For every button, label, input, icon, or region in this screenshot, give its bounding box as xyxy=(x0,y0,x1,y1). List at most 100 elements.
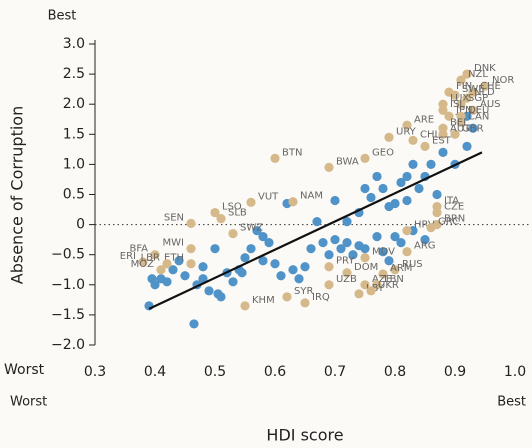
point xyxy=(390,265,400,275)
y-tick-label: −1.5 xyxy=(51,307,85,323)
y-tick-label: −0.5 xyxy=(51,247,85,263)
point xyxy=(300,262,310,272)
point xyxy=(468,87,478,97)
point-label: BEL xyxy=(450,117,469,128)
point-label: JPN xyxy=(455,105,472,116)
point xyxy=(402,247,412,257)
point xyxy=(366,192,376,203)
y-tick-label: −2.0 xyxy=(51,337,85,353)
x-tick-label: 0.9 xyxy=(444,364,466,380)
point xyxy=(378,183,388,194)
point xyxy=(402,171,412,182)
point-label: SWE xyxy=(462,84,485,95)
point xyxy=(312,216,322,227)
point xyxy=(354,289,364,299)
point xyxy=(360,280,370,290)
point xyxy=(240,301,250,311)
point xyxy=(246,244,256,254)
point xyxy=(324,162,334,173)
point-label: ARM xyxy=(390,263,412,274)
point xyxy=(138,257,148,267)
point xyxy=(198,262,208,272)
point xyxy=(360,183,370,194)
y-tick-label: 2.0 xyxy=(63,96,85,112)
point xyxy=(444,111,454,121)
point-label: URY xyxy=(396,126,417,137)
x-tick-label: 0.7 xyxy=(324,364,346,380)
point-label: NOR xyxy=(492,75,514,86)
point xyxy=(390,232,400,242)
point xyxy=(360,153,370,163)
point-label: GEO xyxy=(372,147,394,158)
point xyxy=(270,259,280,269)
point-label: ARG xyxy=(414,241,436,252)
point-label: KHM xyxy=(252,295,275,306)
point xyxy=(360,253,370,263)
point xyxy=(450,90,460,100)
point-label: NAM xyxy=(300,191,323,202)
x-tick-label: 0.8 xyxy=(384,364,406,380)
point xyxy=(426,159,436,169)
point xyxy=(372,280,382,290)
point xyxy=(438,147,448,157)
point xyxy=(162,277,172,287)
point xyxy=(408,135,418,145)
point xyxy=(432,207,442,218)
point-label: LBY xyxy=(366,283,385,294)
point xyxy=(258,232,268,242)
point xyxy=(390,198,400,209)
point xyxy=(336,244,346,254)
x-tick-label: 0.6 xyxy=(264,364,286,380)
point xyxy=(450,129,460,139)
point xyxy=(456,117,466,127)
point-label: VUT xyxy=(258,191,279,202)
point xyxy=(456,75,466,85)
point xyxy=(480,81,490,91)
point xyxy=(240,253,250,263)
point xyxy=(237,268,247,278)
point-label: DNK xyxy=(474,63,496,74)
point xyxy=(384,256,394,266)
point xyxy=(258,256,268,266)
point-label: RUS xyxy=(402,259,423,270)
point xyxy=(318,238,328,248)
point xyxy=(294,274,304,284)
point xyxy=(402,195,412,206)
point-label: SGP xyxy=(468,93,488,104)
point-label: BRN xyxy=(444,214,465,225)
annotation: Worst xyxy=(4,362,45,378)
point-label: DOM xyxy=(354,262,378,273)
point-label: LBN xyxy=(384,274,404,285)
point xyxy=(396,238,406,248)
point xyxy=(402,226,412,236)
point xyxy=(306,244,316,254)
point-label: IRQ xyxy=(312,292,330,303)
x-tick-label: 0.4 xyxy=(144,364,166,380)
point xyxy=(198,274,208,284)
point xyxy=(168,265,178,275)
point-label: UZB xyxy=(336,274,357,285)
point xyxy=(162,259,172,269)
point xyxy=(204,286,214,296)
point xyxy=(180,271,190,281)
point-label: ERI xyxy=(120,251,136,262)
y-tick-label: 2.5 xyxy=(63,66,85,82)
point-label: ARE xyxy=(414,114,434,125)
point-label: DEU xyxy=(468,105,489,116)
annotation: Best xyxy=(48,9,77,24)
point xyxy=(402,120,412,130)
point xyxy=(372,171,382,182)
point xyxy=(342,268,352,278)
point xyxy=(216,213,226,224)
point xyxy=(384,132,394,142)
point xyxy=(462,141,472,151)
x-tick-label: 0.3 xyxy=(84,364,106,380)
point xyxy=(396,177,406,188)
point-label: HRV xyxy=(414,220,435,231)
y-tick-label: 1.5 xyxy=(63,126,85,142)
y-tick-label: 1.0 xyxy=(63,156,85,172)
point-label: CZE xyxy=(444,202,464,213)
point xyxy=(228,277,238,287)
point xyxy=(468,123,478,133)
point-label: BFA xyxy=(129,244,148,255)
